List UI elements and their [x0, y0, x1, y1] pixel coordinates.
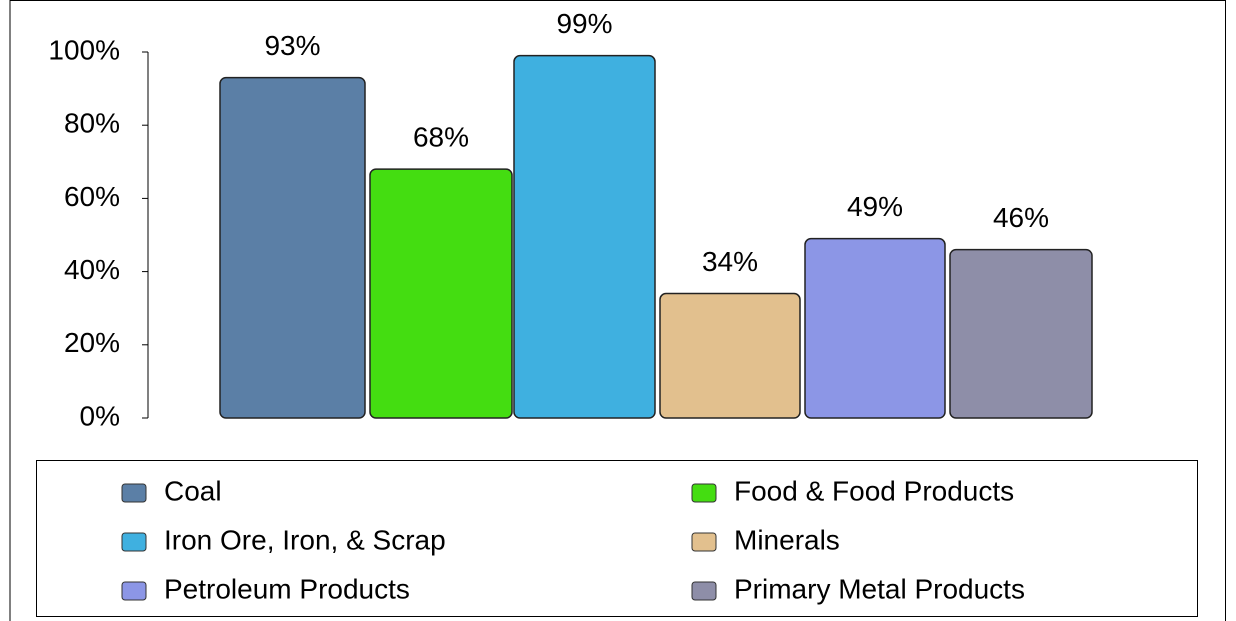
y-tick-label: 80% [64, 108, 120, 139]
y-tick-label: 40% [64, 254, 120, 285]
legend-swatch [121, 532, 147, 552]
bar [513, 54, 656, 419]
value-label: 46% [993, 202, 1049, 233]
y-tick-label: 20% [64, 327, 120, 358]
legend-label: Petroleum Products [164, 573, 410, 604]
bar [804, 237, 946, 419]
y-tick-label: 0% [80, 400, 120, 431]
legend-swatch [121, 581, 147, 601]
legend-label: Primary Metal Products [734, 573, 1025, 604]
legend-label: Coal [164, 475, 222, 506]
legend-label: Minerals [734, 524, 840, 555]
legend-swatch [691, 581, 717, 601]
legend-label: Iron Ore, Iron, & Scrap [164, 524, 446, 555]
bar [219, 76, 366, 419]
chart-border [9, 0, 1226, 621]
value-label: 99% [556, 8, 612, 39]
y-tick-label: 60% [64, 181, 120, 212]
value-label: 93% [264, 30, 320, 61]
legend-label: Food & Food Products [734, 475, 1014, 506]
y-tick-label: 100% [48, 34, 120, 65]
value-label: 68% [413, 122, 469, 153]
legend-swatch [121, 483, 147, 503]
bar [659, 292, 801, 419]
legend-swatch [691, 532, 717, 552]
value-label: 49% [847, 191, 903, 222]
bar [949, 248, 1093, 419]
bar [369, 168, 513, 419]
value-label: 34% [702, 246, 758, 277]
legend-box [36, 460, 1198, 617]
legend-swatch [691, 483, 717, 503]
